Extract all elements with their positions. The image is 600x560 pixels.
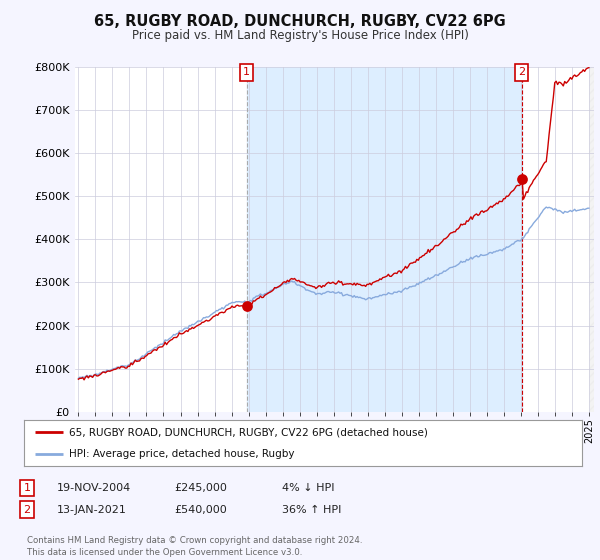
Text: 36% ↑ HPI: 36% ↑ HPI <box>282 505 341 515</box>
Text: 1: 1 <box>23 483 31 493</box>
Text: 65, RUGBY ROAD, DUNCHURCH, RUGBY, CV22 6PG (detached house): 65, RUGBY ROAD, DUNCHURCH, RUGBY, CV22 6… <box>68 427 428 437</box>
Text: 13-JAN-2021: 13-JAN-2021 <box>57 505 127 515</box>
Text: 2: 2 <box>23 505 31 515</box>
Text: 1: 1 <box>243 67 250 77</box>
Text: 19-NOV-2004: 19-NOV-2004 <box>57 483 131 493</box>
Text: 4% ↓ HPI: 4% ↓ HPI <box>282 483 335 493</box>
Text: Contains HM Land Registry data © Crown copyright and database right 2024.
This d: Contains HM Land Registry data © Crown c… <box>27 536 362 557</box>
Text: £245,000: £245,000 <box>174 483 227 493</box>
Bar <box>247 67 521 412</box>
Text: £540,000: £540,000 <box>174 505 227 515</box>
Text: 2: 2 <box>518 67 525 77</box>
Text: 65, RUGBY ROAD, DUNCHURCH, RUGBY, CV22 6PG: 65, RUGBY ROAD, DUNCHURCH, RUGBY, CV22 6… <box>94 14 506 29</box>
Point <box>517 175 526 184</box>
Point <box>242 302 251 311</box>
Text: Price paid vs. HM Land Registry's House Price Index (HPI): Price paid vs. HM Land Registry's House … <box>131 29 469 42</box>
Bar <box>589 67 598 412</box>
Text: HPI: Average price, detached house, Rugby: HPI: Average price, detached house, Rugb… <box>68 449 294 459</box>
